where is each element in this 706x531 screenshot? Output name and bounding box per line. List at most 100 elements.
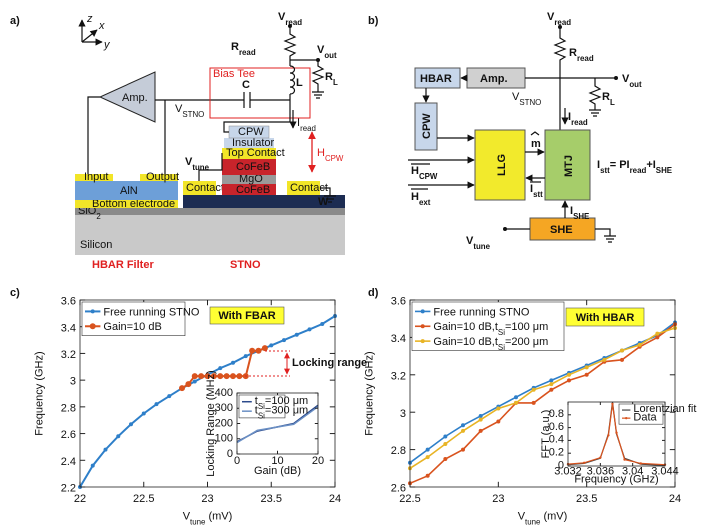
y-tick-label: 0.2 [549, 446, 564, 458]
data-point [231, 360, 235, 365]
y-tick-label: 2.6 [391, 483, 406, 495]
text-part: CPW [325, 154, 344, 163]
text-part: STNO [182, 110, 204, 119]
layer-label: Bottom electrode [92, 198, 175, 210]
data-point [210, 373, 217, 380]
layer-label: CPW [238, 126, 264, 138]
axis-label: y [103, 39, 111, 51]
insulator [224, 138, 274, 148]
current-label: Iread [297, 117, 316, 133]
text-part: STNO [519, 98, 541, 107]
x-tick-label: 24 [329, 493, 341, 505]
y-tick-label: 0 [558, 459, 564, 471]
text-part: +I [646, 159, 655, 171]
y-tick-label: 3.6 [61, 296, 76, 308]
axis-label: x [98, 20, 105, 32]
series-line [409, 321, 676, 464]
y-axis-label: Frequency (GHz) [363, 351, 375, 435]
legend-label: Gain=10 dB [103, 321, 161, 333]
annotation: Locking range [292, 357, 367, 369]
text-part: Si [498, 342, 505, 351]
current-label: ISHE [570, 205, 589, 221]
data-point [639, 462, 642, 465]
x-tick-label: 10 [271, 455, 283, 467]
data-point [320, 322, 325, 327]
panel-label: a) [10, 15, 20, 27]
x-axis-label: Gain (dB) [254, 465, 301, 477]
layer-label: W [318, 196, 329, 208]
w-layer [183, 195, 345, 208]
resistor-label: RL [602, 91, 615, 107]
text-part: R [602, 91, 610, 103]
voltage-label: Vout [317, 44, 337, 60]
x-tick-label: 23.5 [576, 493, 597, 505]
sio2-layer [75, 208, 345, 215]
x-tick-label: 22.5 [133, 493, 154, 505]
text-part: read [571, 118, 588, 127]
legend-label: Gain=10 dB,tSi=200 μm [433, 336, 548, 352]
resistor [553, 27, 567, 130]
data-point [282, 338, 286, 343]
box-label: LLG [496, 154, 508, 176]
layer-label: Contact [290, 182, 328, 194]
legend-marker [420, 339, 425, 344]
data-point [103, 447, 108, 452]
voltage-label: VSTNO [512, 91, 541, 107]
data-point [655, 331, 660, 336]
data-point [217, 373, 224, 380]
box-label: Amp. [480, 73, 508, 85]
text-part: V [183, 511, 191, 523]
axis-arrow [81, 29, 98, 43]
y-tick-label: 3.4 [391, 333, 406, 345]
panel-label: b) [368, 15, 379, 27]
data-point [478, 413, 483, 418]
y-tick-label: 3.6 [391, 296, 406, 308]
wire [87, 96, 100, 174]
series-line [236, 406, 319, 444]
llg-box [474, 129, 526, 201]
text-part: V [547, 11, 555, 23]
annotation-box [565, 307, 645, 327]
y-tick-label: 100 [215, 433, 233, 445]
data-point [218, 366, 223, 371]
input-electrode [75, 174, 113, 181]
text-part: Gain=10 dB,t [433, 336, 498, 348]
text-part: Si [258, 402, 265, 411]
box-label: SHE [550, 224, 573, 236]
aln-layer [75, 181, 178, 200]
bias-tee-box [209, 67, 311, 119]
text-part: =200 μm [505, 336, 548, 348]
bias-tee-label: Bias Tee [213, 68, 255, 80]
data-point [602, 357, 607, 362]
x-axis-label: Vtune (mV) [518, 511, 568, 527]
data-point [154, 402, 159, 407]
data-point [443, 434, 448, 439]
text-part: V [278, 11, 286, 23]
text-part: (mV) [540, 511, 567, 523]
x-tick-label: 23 [201, 493, 213, 505]
text-part: read [554, 18, 571, 27]
legend-label: tSi=300 μm [255, 405, 308, 421]
cofeb-layer [222, 159, 276, 175]
y-tick-label: 2.2 [61, 483, 76, 495]
data-point [425, 473, 430, 478]
annotation: With FBAR [218, 310, 275, 322]
text-part: V [512, 91, 520, 103]
panel-b: b) Vread Rread Vout RL HBAR Amp. VSTNO I… [368, 11, 672, 251]
data-point [531, 400, 536, 405]
legend-marker [90, 309, 95, 314]
y-tick-label: 3.2 [391, 370, 406, 382]
text-part: I [570, 205, 573, 217]
text-part: Gain=10 dB,t [433, 321, 498, 333]
text-part: =100 μm [505, 321, 548, 333]
annotation: With HBAR [576, 312, 635, 324]
y-tick-label: 3.4 [61, 322, 76, 334]
layer-label: AlN [120, 185, 138, 197]
data-point [198, 373, 205, 380]
y-axis-label: Frequency (GHz) [33, 351, 45, 435]
bottom-electrode [75, 200, 178, 208]
x-tick-label: 20 [312, 455, 324, 467]
legend-label: tSi=100 μm [255, 395, 308, 411]
text-part: V [317, 44, 325, 56]
text-part: L [610, 98, 615, 107]
